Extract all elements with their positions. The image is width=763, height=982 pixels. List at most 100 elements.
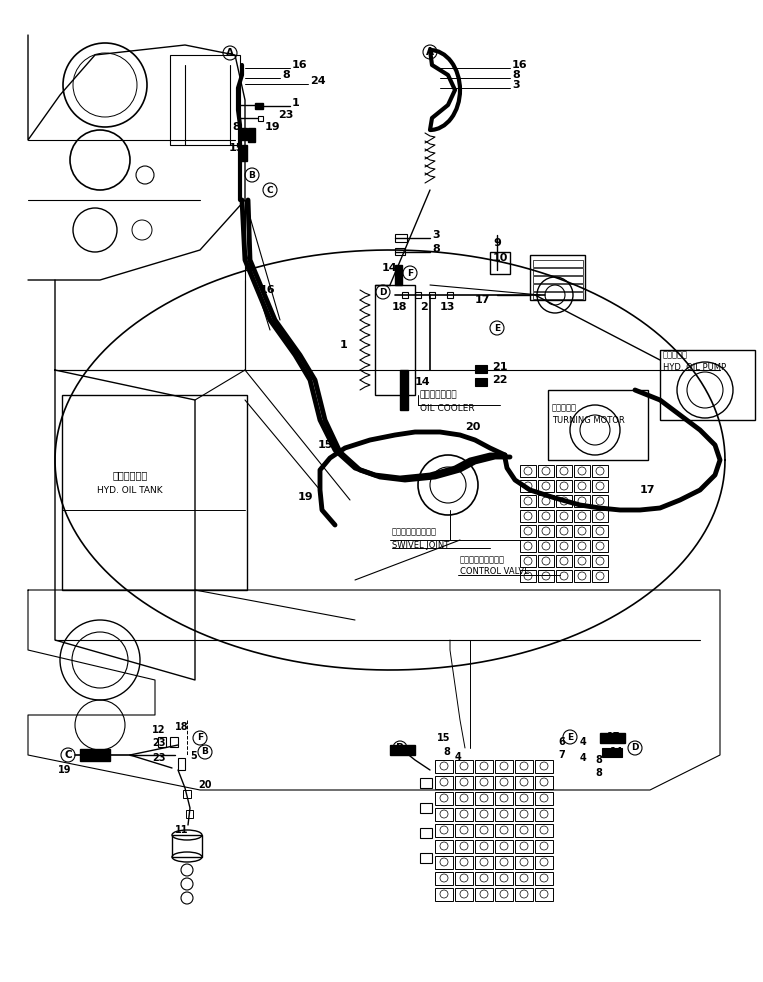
Text: HYD. OIL PUMP: HYD. OIL PUMP (663, 362, 726, 371)
Text: 8: 8 (512, 70, 520, 80)
Text: 24: 24 (310, 76, 326, 86)
Text: 14: 14 (382, 263, 398, 273)
Bar (515, 776, 533, 789)
Bar (455, 824, 473, 837)
Text: 3: 3 (512, 80, 520, 90)
Bar (556, 525, 572, 537)
Bar (556, 555, 572, 567)
Bar (435, 808, 453, 821)
Bar (415, 292, 421, 298)
Bar (520, 480, 536, 492)
Bar (538, 480, 554, 492)
Bar (495, 856, 513, 869)
Bar (592, 465, 608, 477)
Text: コントロールバルブ: コントロールバルブ (460, 556, 505, 565)
Bar (447, 292, 453, 298)
Text: 8: 8 (232, 122, 240, 132)
Text: 8: 8 (282, 70, 290, 80)
Bar (592, 525, 608, 537)
Bar (533, 284, 583, 291)
Text: 19: 19 (265, 122, 281, 132)
Bar (520, 510, 536, 522)
Bar (515, 840, 533, 853)
Text: A: A (226, 48, 234, 58)
Bar (538, 510, 554, 522)
Bar (556, 465, 572, 477)
Bar (515, 872, 533, 885)
Bar (240, 145, 247, 161)
Text: 8: 8 (443, 747, 450, 757)
Bar (475, 760, 493, 773)
Bar (475, 792, 493, 805)
Bar (240, 128, 247, 140)
Text: 22: 22 (492, 375, 507, 385)
Bar (602, 748, 622, 757)
Text: CONTROL VALVE: CONTROL VALVE (460, 568, 530, 576)
Bar (475, 840, 493, 853)
Bar (515, 760, 533, 773)
Bar (455, 776, 473, 789)
Bar (535, 776, 553, 789)
Bar (475, 856, 493, 869)
Bar (535, 760, 553, 773)
Text: HYD. OIL TANK: HYD. OIL TANK (97, 485, 163, 495)
Text: 11: 11 (175, 825, 188, 835)
Bar (538, 540, 554, 552)
Bar (255, 103, 263, 109)
Bar (455, 760, 473, 773)
Text: 10: 10 (493, 253, 508, 263)
Bar (495, 808, 513, 821)
Bar (395, 234, 407, 242)
Bar (435, 760, 453, 773)
Bar (535, 824, 553, 837)
Text: 20: 20 (198, 780, 211, 790)
Bar (538, 555, 554, 567)
Text: C: C (64, 750, 72, 760)
Bar (515, 888, 533, 901)
Bar (80, 749, 110, 761)
Text: 23: 23 (278, 110, 294, 120)
Bar (520, 570, 536, 582)
Text: オイルクーラー: オイルクーラー (420, 391, 458, 400)
Bar (535, 840, 553, 853)
Text: 3: 3 (432, 230, 439, 240)
Bar (475, 872, 493, 885)
Bar (556, 495, 572, 507)
Bar (574, 525, 590, 537)
Text: 8: 8 (595, 768, 602, 778)
Bar (435, 824, 453, 837)
Text: D: D (379, 288, 387, 297)
Text: A: A (426, 47, 434, 57)
Text: 20: 20 (465, 422, 481, 432)
Text: 油圧油タンク: 油圧油タンク (112, 470, 147, 480)
Bar (495, 824, 513, 837)
Bar (592, 570, 608, 582)
Bar (538, 570, 554, 582)
Bar (395, 265, 402, 285)
Text: 16: 16 (292, 60, 307, 70)
Bar (535, 888, 553, 901)
Bar (435, 840, 453, 853)
Bar (420, 803, 432, 813)
Bar (435, 888, 453, 901)
Bar (400, 370, 408, 410)
Text: 旋回モータ: 旋回モータ (552, 404, 577, 412)
Bar (520, 555, 536, 567)
Bar (535, 792, 553, 805)
Text: 13: 13 (440, 302, 456, 312)
Bar (420, 778, 432, 788)
Bar (535, 872, 553, 885)
Bar (455, 840, 473, 853)
Bar (455, 792, 473, 805)
Text: B: B (396, 743, 404, 753)
Text: 4: 4 (580, 753, 587, 763)
Bar (515, 856, 533, 869)
Bar (592, 510, 608, 522)
Bar (170, 55, 240, 145)
Bar (556, 480, 572, 492)
Text: 18: 18 (175, 722, 188, 732)
Bar (520, 495, 536, 507)
Bar (455, 888, 473, 901)
Text: 4: 4 (580, 737, 587, 747)
Text: 14: 14 (610, 747, 623, 757)
